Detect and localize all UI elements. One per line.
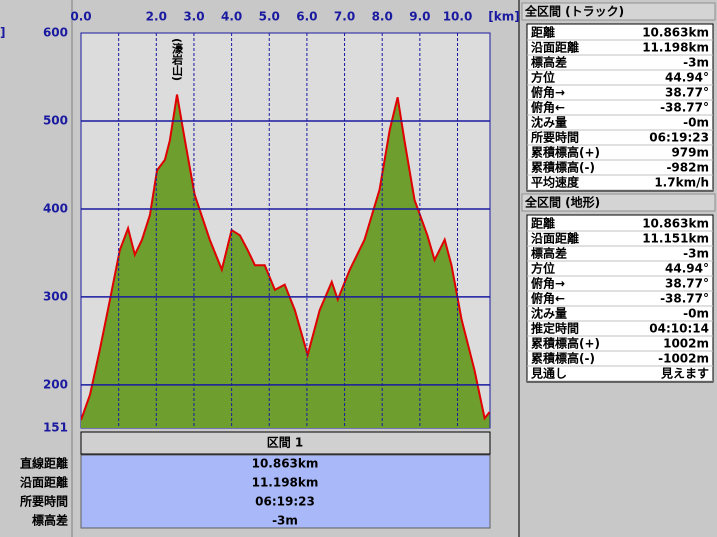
section-header: 区間 1 (267, 436, 304, 450)
panel-value: -3m (683, 56, 709, 70)
panel-value: -982m (666, 161, 709, 175)
panel-value: 1002m (663, 337, 709, 351)
panel-label: 平均速度 (531, 175, 580, 190)
panel-value: -0m (683, 116, 709, 130)
panel-value: 979m (671, 146, 709, 160)
row-value: 11.198km (252, 476, 319, 490)
panel-value: 1.7km/h (654, 176, 709, 190)
panel-label: 俯角← (531, 100, 565, 115)
panel-value: 見えます (660, 366, 709, 381)
panel-label: 累積標高(-) (531, 351, 595, 366)
panel-value: 10.863km (642, 217, 709, 231)
panel-label: 俯角→ (531, 276, 565, 291)
x-unit-label: [km] (488, 10, 519, 24)
y-tick-label: 500 (43, 113, 68, 127)
panel-value: -38.77° (660, 101, 709, 115)
x-tick-label: 7.0 (334, 10, 355, 24)
panel-label: 沈み量 (531, 115, 567, 130)
y-tick-label: 300 (43, 289, 68, 303)
panel-label: 標高差 (531, 246, 567, 261)
panel-label: 沈み量 (531, 306, 567, 321)
section-body (80, 454, 491, 529)
panel-label: 沿面距離 (530, 231, 579, 246)
panel-value: -1002m (658, 352, 709, 366)
x-tick-label: 6.0 (296, 10, 317, 24)
section-header-bg (80, 431, 491, 455)
panel-label: 距離 (531, 216, 555, 231)
x-tick-label: 8.0 (372, 10, 393, 24)
x-tick-label: 2.0 (146, 10, 167, 24)
panel-value: 06:19:23 (649, 131, 709, 145)
y-unit-label: ] (0, 26, 5, 40)
panel-label: 俯角← (531, 291, 565, 306)
track-line (81, 94, 490, 421)
panel-title-bg (521, 2, 716, 21)
panel-label: 方位 (531, 70, 555, 85)
panel-label: 距離 (531, 25, 555, 40)
peak-annotation: (濠岩山) (171, 38, 185, 81)
panel-value: -0m (683, 307, 709, 321)
panel-value: -3m (683, 247, 709, 261)
y-tick-label: 200 (43, 377, 68, 391)
row-label: 標高差 (32, 513, 68, 528)
y-tick-label: 400 (43, 201, 68, 215)
x-tick-label: 0.0 (70, 10, 91, 24)
panel-value: -38.77° (660, 292, 709, 306)
panel-label: 累積標高(+) (531, 145, 600, 160)
panel-title: 全区間 (トラック) (524, 4, 624, 19)
row-value: -3m (272, 514, 298, 528)
profile (81, 94, 490, 428)
terrain-area (81, 94, 490, 428)
panel-body (526, 23, 714, 192)
y-tick-label: 600 (43, 26, 68, 40)
panel-label: 所要時間 (531, 130, 579, 145)
panel-body (526, 214, 714, 383)
panel-label: 方位 (531, 261, 555, 276)
panel-label: 見通し (530, 366, 567, 381)
panel-label: 俯角→ (531, 85, 565, 100)
y-tick-label: 151 (43, 421, 68, 435)
row-value: 06:19:23 (255, 495, 315, 509)
panel-label: 沿面距離 (530, 40, 579, 55)
panel-value: 38.77° (665, 86, 709, 100)
x-tick-label: 9.0 (409, 10, 430, 24)
panel-label: 推定時間 (531, 321, 579, 336)
panel-label: 累積標高(-) (531, 160, 595, 175)
panel-value: 04:10:14 (649, 322, 709, 336)
row-value: 10.863km (252, 457, 319, 471)
row-label: 直線距離 (20, 456, 68, 471)
panel-value: 11.198km (642, 41, 709, 55)
panel-value: 10.863km (642, 26, 709, 40)
panel-value: 44.94° (665, 262, 709, 276)
panel-value: 11.151km (642, 232, 709, 246)
x-tick-label: 10.0 (443, 10, 473, 24)
row-label: 所要時間 (20, 494, 68, 509)
x-tick-label: 5.0 (259, 10, 280, 24)
panel-title: 全区間 (地形) (524, 195, 600, 210)
x-tick-label: 3.0 (183, 10, 204, 24)
panel-title-bg (521, 193, 716, 212)
panel-label: 累積標高(+) (531, 336, 600, 351)
panel-label: 標高差 (531, 55, 567, 70)
x-tick-label: 4.0 (221, 10, 242, 24)
panel-value: 44.94° (665, 71, 709, 85)
panel-value: 38.77° (665, 277, 709, 291)
row-label: 沿面距離 (19, 475, 68, 490)
